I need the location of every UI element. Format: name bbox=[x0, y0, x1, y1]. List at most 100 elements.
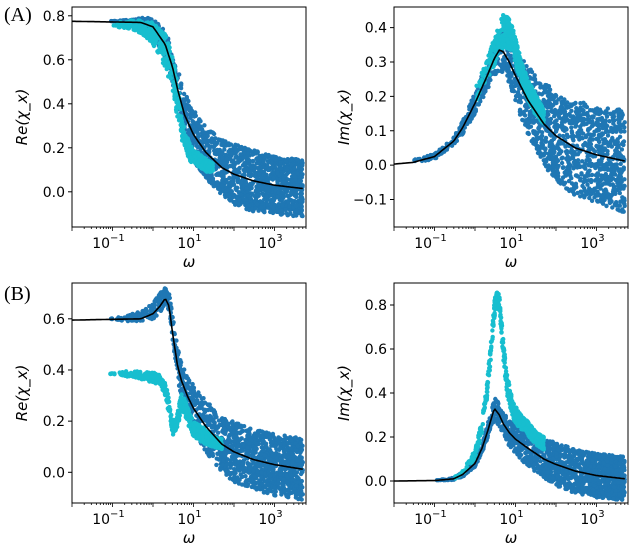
data-point bbox=[551, 168, 556, 173]
y-tick-label: 0.0 bbox=[43, 185, 65, 201]
data-point bbox=[181, 129, 186, 134]
data-point bbox=[178, 114, 184, 119]
data-point bbox=[502, 66, 507, 71]
data-point bbox=[532, 90, 537, 95]
data-point bbox=[246, 172, 251, 178]
data-point bbox=[272, 202, 277, 208]
data-point bbox=[246, 147, 251, 152]
data-point bbox=[539, 84, 544, 89]
data-point bbox=[217, 187, 222, 192]
y-tick-label: 0.4 bbox=[365, 21, 387, 37]
data-point bbox=[621, 200, 626, 205]
data-point bbox=[297, 197, 303, 203]
data-point bbox=[534, 134, 540, 140]
data-point bbox=[257, 183, 263, 188]
data-point bbox=[265, 202, 270, 207]
data-point bbox=[242, 150, 247, 155]
data-point bbox=[610, 117, 616, 123]
data-point bbox=[162, 36, 167, 41]
data-point bbox=[293, 203, 299, 209]
data-point bbox=[585, 182, 590, 187]
data-point bbox=[190, 148, 195, 153]
data-point bbox=[588, 108, 593, 113]
data-point bbox=[287, 197, 292, 202]
data-point bbox=[132, 28, 138, 33]
data-point bbox=[595, 184, 600, 190]
data-point bbox=[228, 198, 233, 203]
data-point bbox=[186, 144, 191, 149]
data-point bbox=[501, 56, 507, 61]
data-point bbox=[261, 159, 266, 164]
data-point bbox=[219, 142, 224, 147]
data-point bbox=[593, 165, 598, 171]
data-point bbox=[279, 212, 284, 217]
data-point bbox=[533, 80, 539, 86]
data-point bbox=[212, 151, 218, 156]
data-point bbox=[241, 167, 246, 173]
data-point bbox=[271, 175, 276, 181]
data-point bbox=[556, 114, 562, 119]
data-point bbox=[120, 24, 126, 29]
data-point bbox=[506, 40, 511, 45]
data-point bbox=[563, 173, 568, 178]
data-point bbox=[514, 61, 519, 67]
data-point bbox=[234, 160, 239, 165]
x-tick-label: 103 bbox=[258, 233, 282, 252]
data-point bbox=[290, 199, 295, 204]
data-point bbox=[555, 124, 560, 130]
data-point bbox=[222, 147, 227, 152]
data-point bbox=[511, 34, 516, 39]
data-point bbox=[606, 143, 611, 148]
data-point bbox=[260, 441, 265, 446]
data-point bbox=[596, 126, 601, 131]
panel-label-b: (B) bbox=[4, 283, 31, 305]
data-point bbox=[621, 155, 626, 160]
data-point bbox=[547, 144, 552, 149]
data-point bbox=[548, 148, 553, 153]
data-point bbox=[607, 119, 612, 124]
data-point bbox=[244, 186, 249, 191]
data-point bbox=[581, 179, 586, 185]
data-point bbox=[531, 130, 536, 136]
data-point bbox=[616, 111, 621, 116]
data-point bbox=[553, 100, 558, 105]
data-point bbox=[172, 93, 177, 99]
data-point bbox=[507, 76, 512, 81]
data-point bbox=[487, 60, 493, 65]
data-point bbox=[551, 144, 556, 149]
data-point bbox=[566, 104, 572, 110]
data-point bbox=[620, 209, 625, 214]
data-point bbox=[195, 161, 200, 166]
data-point bbox=[179, 81, 184, 86]
x-axis-label: ω bbox=[183, 253, 196, 271]
data-point bbox=[547, 90, 552, 95]
data-point bbox=[599, 167, 604, 172]
data-point bbox=[549, 139, 554, 144]
data-point bbox=[517, 107, 523, 113]
data-point bbox=[258, 205, 264, 210]
data-point bbox=[468, 103, 473, 108]
data-point bbox=[617, 134, 623, 139]
data-point bbox=[206, 164, 212, 170]
data-point bbox=[277, 156, 282, 161]
data-point bbox=[145, 34, 150, 39]
data-point bbox=[569, 129, 574, 134]
data-point bbox=[590, 137, 595, 142]
data-point bbox=[490, 53, 496, 58]
data-point bbox=[289, 162, 294, 168]
data-point bbox=[292, 177, 298, 182]
data-point bbox=[600, 126, 605, 131]
data-point bbox=[599, 177, 604, 182]
data-point bbox=[219, 172, 225, 177]
data-point bbox=[609, 193, 614, 198]
x-tick-label: 10−1 bbox=[414, 233, 447, 252]
data-point bbox=[152, 41, 157, 46]
y-tick-label: −0.1 bbox=[353, 193, 387, 209]
data-point bbox=[184, 94, 189, 100]
data-point bbox=[575, 134, 580, 139]
data-point bbox=[508, 83, 514, 89]
data-point bbox=[516, 86, 522, 91]
data-point bbox=[527, 109, 533, 115]
data-point bbox=[608, 197, 613, 202]
data-point bbox=[289, 190, 294, 195]
